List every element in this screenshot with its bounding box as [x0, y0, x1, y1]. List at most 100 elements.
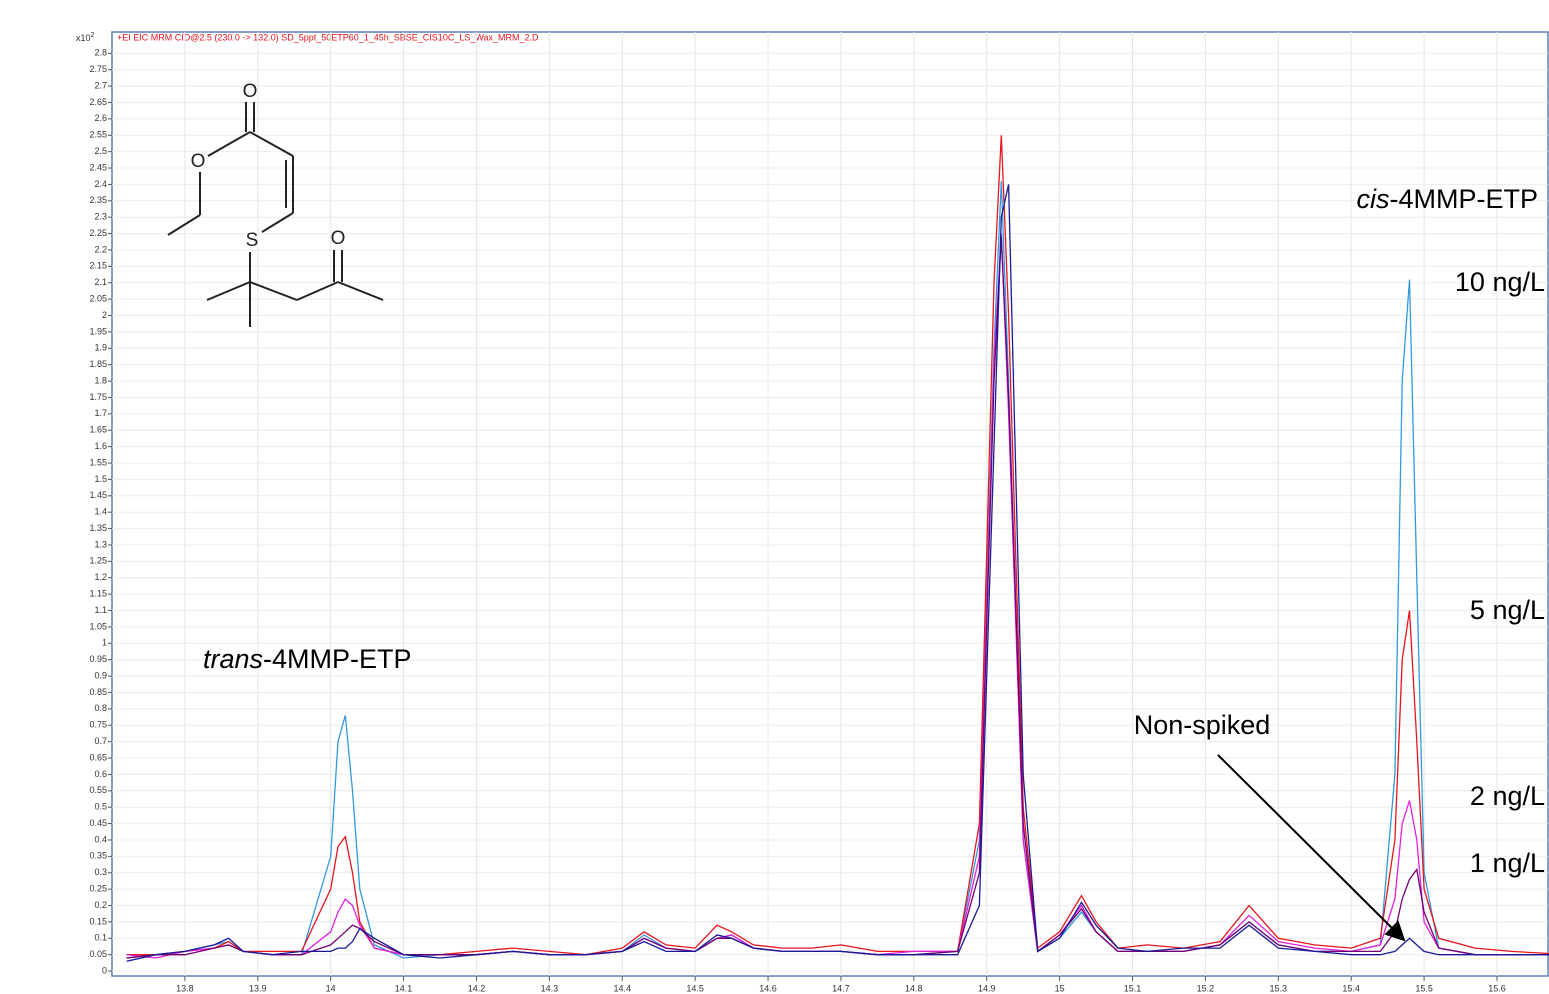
y-tick-label: 0.5: [94, 802, 107, 812]
x-tick-label: 14.9: [978, 983, 996, 993]
y-tick-label: 1.3: [94, 539, 107, 549]
y-tick-label: 1.95: [89, 326, 107, 336]
series-label: 2 ng/L: [1470, 781, 1545, 811]
y-tick-label: 0: [102, 965, 107, 975]
y-tick-label: 1.5: [94, 474, 107, 484]
trans-annotation: trans-4MMP-ETP: [203, 644, 412, 674]
y-tick-label: 1: [102, 638, 107, 648]
y-tick-label: 1.35: [89, 523, 107, 533]
y-tick-label: 1.15: [89, 589, 107, 599]
x-tick-label: 14.6: [759, 983, 777, 993]
y-tick-label: 0.95: [89, 654, 107, 664]
atom-label: O: [243, 81, 258, 102]
y-tick-label: 0.15: [89, 916, 107, 926]
y-tick-label: 1.45: [89, 490, 107, 500]
y-tick-label: 2.25: [89, 228, 107, 238]
y-tick-label: 2.6: [94, 113, 107, 123]
y-tick-label: 1.2: [94, 572, 107, 582]
y-tick-label: 0.25: [89, 884, 107, 894]
y-tick-label: 0.65: [89, 752, 107, 762]
y-tick-label: 1.85: [89, 359, 107, 369]
annotation-italic: cis: [1357, 184, 1390, 214]
y-tick-label: 0.1: [94, 933, 107, 943]
atom-label: S: [246, 230, 259, 251]
y-tick-label: 1.05: [89, 621, 107, 631]
x-tick-label: 15.6: [1488, 983, 1506, 993]
x-tick-label: 14.3: [541, 983, 559, 993]
y-tick-label: 2.2: [94, 244, 107, 254]
y-tick-label: 0.8: [94, 703, 107, 713]
plot-frame: [111, 31, 1549, 977]
y-tick-label: 2.05: [89, 294, 107, 304]
y-tick-label: 2.15: [89, 261, 107, 271]
x-tick-label: 14.7: [832, 983, 850, 993]
series-line: [126, 135, 1549, 956]
y-tick-label: 1.25: [89, 556, 107, 566]
y-tick-label: 1.8: [94, 375, 107, 385]
annotation-text: -4MMP-ETP: [1390, 184, 1539, 214]
x-tick-label: 15.4: [1342, 983, 1360, 993]
y-tick-label: 2.3: [94, 212, 107, 222]
y-tick-label: 0.85: [89, 687, 107, 697]
y-tick-label: 1.7: [94, 408, 107, 418]
y-tick-label: 1.75: [89, 392, 107, 402]
x-tick-label: 13.8: [176, 983, 194, 993]
y-multiplier-exponent: 2: [91, 32, 95, 39]
y-tick-label: 0.75: [89, 720, 107, 730]
x-tick-label: 15.2: [1197, 983, 1215, 993]
x-tick-label: 14.2: [468, 983, 486, 993]
y-tick-label: 0.2: [94, 900, 107, 910]
y-multiplier-base: x10: [76, 33, 91, 43]
y-tick-label: 1.65: [89, 425, 107, 435]
y-tick-label: 0.7: [94, 736, 107, 746]
y-tick-label: 2.1: [94, 277, 107, 287]
grid: [112, 32, 1548, 976]
series-label: Non-spiked: [1134, 710, 1271, 740]
series-label: 5 ng/L: [1470, 595, 1545, 625]
x-tick-label: 14.8: [905, 983, 923, 993]
x-tick-label: 14.5: [686, 983, 704, 993]
y-tick-label: 0.45: [89, 818, 107, 828]
annotation-arrow: [1217, 754, 1406, 942]
y-tick-label: 0.4: [94, 834, 107, 844]
series-label: 10 ng/L: [1455, 267, 1545, 297]
annotation-text: -4MMP-ETP: [263, 644, 412, 674]
y-tick-label: 0.9: [94, 670, 107, 680]
y-tick-label: 2.7: [94, 80, 107, 90]
atom-label: O: [331, 228, 346, 249]
y-tick-label: 0.35: [89, 851, 107, 861]
y-tick-label: 1.6: [94, 441, 107, 451]
y-tick-label: 1.55: [89, 457, 107, 467]
y-tick-label: 0.6: [94, 769, 107, 779]
x-tick-label: 14.4: [613, 983, 631, 993]
y-tick-label: 2.5: [94, 146, 107, 156]
y-tick-label: 2.55: [89, 130, 107, 140]
x-tick-label: 15.1: [1124, 983, 1142, 993]
y-tick-label: 2.65: [89, 97, 107, 107]
x-tick-label: 15: [1055, 983, 1065, 993]
y-tick-label: 2.75: [89, 64, 107, 74]
series-label: 1 ng/L: [1470, 848, 1545, 878]
y-tick-label: 1.4: [94, 507, 107, 517]
x-tick-label: 13.9: [249, 983, 267, 993]
y-tick-label: 2.8: [94, 48, 107, 58]
series-lines: [126, 135, 1549, 962]
chemical-structure: [167, 102, 384, 327]
y-tick-label: 1.1: [94, 605, 107, 615]
y-tick-label: 0.55: [89, 785, 107, 795]
y-tick-label: 1.9: [94, 343, 107, 353]
y-tick-label: 0.3: [94, 867, 107, 877]
x-tick-label: 14: [326, 983, 336, 993]
chart-header: +EI EIC MRM CID@2.5 (230.0 -> 132.0) SD_…: [117, 32, 539, 42]
x-tick-label: 14.1: [395, 983, 413, 993]
x-tick-label: 15.3: [1270, 983, 1288, 993]
y-tick-label: 2: [102, 310, 107, 320]
cis-annotation: cis-4MMP-ETP: [1357, 184, 1539, 214]
y-tick-label: 2.4: [94, 179, 107, 189]
x-tick-label: 15.5: [1415, 983, 1433, 993]
series-line: [126, 184, 1549, 962]
annotation-italic: trans: [203, 644, 263, 674]
y-multiplier: x102: [76, 32, 95, 44]
